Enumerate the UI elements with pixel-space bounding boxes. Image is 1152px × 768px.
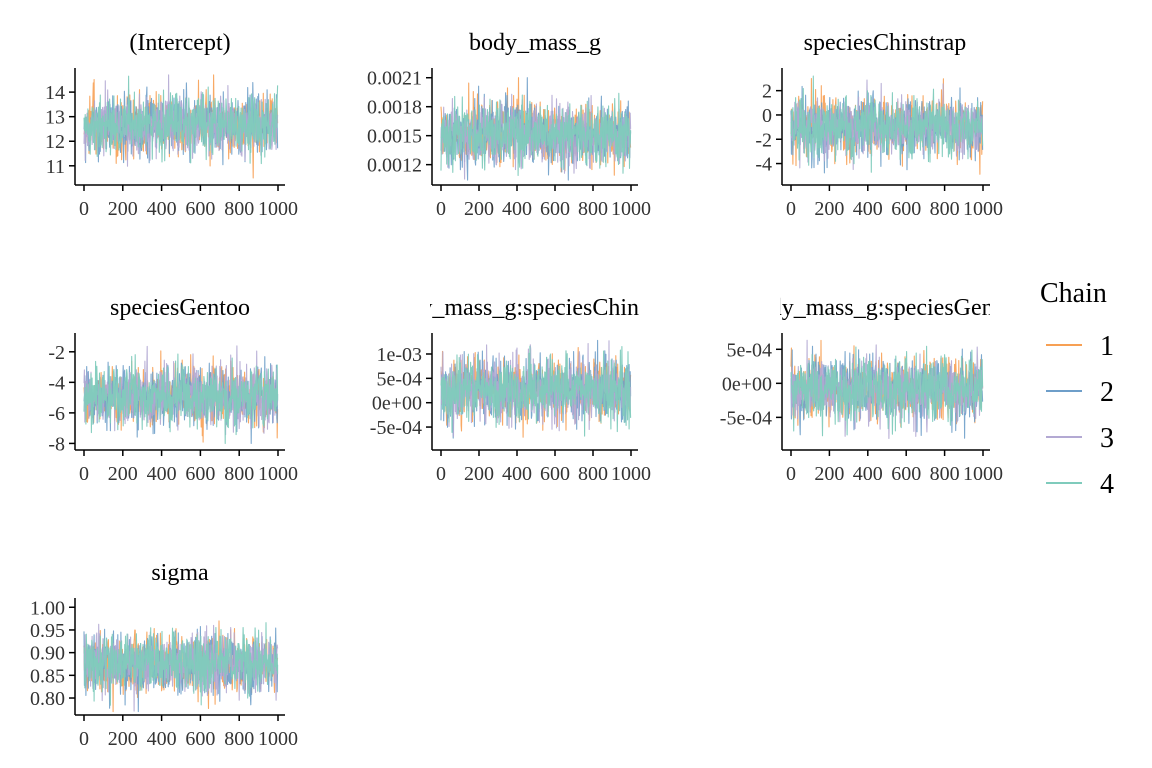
y-tick-label: -4 — [48, 372, 65, 394]
trace-chain-4 — [440, 345, 632, 437]
y-tick-label: 2 — [762, 81, 772, 103]
y-tick-label: 0.0018 — [367, 97, 422, 119]
trace-chain-4 — [83, 353, 279, 445]
y-tick-label: 0.95 — [30, 620, 65, 642]
y-tick-label: -6 — [48, 403, 65, 425]
panel-title: body_mass_g — [469, 30, 601, 56]
x-tick-label: 800 — [930, 463, 960, 485]
x-tick-label: 400 — [147, 463, 177, 485]
x-tick-label: 1000 — [258, 463, 298, 485]
x-tick-label: 600 — [891, 463, 921, 485]
x-tick-label: 800 — [578, 198, 608, 220]
y-tick-label: 0e+00 — [722, 373, 772, 395]
y-tick-label: 1.00 — [30, 597, 65, 619]
legend-label: 4 — [1100, 469, 1114, 500]
x-tick-label: 400 — [853, 463, 883, 485]
y-tick-label: 0.0012 — [367, 155, 422, 177]
panel-speciesgentoo: speciesGentoo -8 -6 -4 -2 0 200 400 600 800 1000 — [48, 295, 298, 485]
x-tick-label: 400 — [853, 198, 883, 220]
panel-title: speciesGentoo — [110, 295, 250, 321]
x-tick-label: 0 — [786, 463, 796, 485]
y-tick-label: 0.85 — [30, 665, 65, 687]
y-tick-label: 0.90 — [30, 643, 65, 665]
panel-title: sigma — [151, 560, 209, 586]
x-tick-label: 400 — [147, 728, 177, 750]
x-tick-label: 200 — [108, 198, 138, 220]
y-tick-label: 5e-04 — [726, 339, 772, 361]
x-tick-label: 1000 — [963, 463, 1003, 485]
y-tick-label: 0.0021 — [367, 68, 422, 90]
x-tick-label: 400 — [502, 463, 532, 485]
x-tick-label: 600 — [540, 463, 570, 485]
trace-chain-4 — [440, 92, 632, 177]
legend: Chain 1 2 3 4 — [1040, 278, 1114, 500]
x-tick-label: 0 — [79, 198, 89, 220]
y-tick-label: 1e-03 — [376, 344, 422, 366]
x-tick-label: 800 — [930, 198, 960, 220]
y-tick-label: -2 — [48, 342, 65, 364]
x-tick-label: 600 — [185, 463, 215, 485]
y-tick-label: 0 — [762, 105, 772, 127]
y-tick-label: -5e-04 — [720, 407, 772, 429]
x-tick-label: 200 — [814, 198, 844, 220]
x-tick-label: 1000 — [258, 728, 298, 750]
x-tick-label: 600 — [891, 198, 921, 220]
y-tick-label: -2 — [755, 129, 772, 151]
x-tick-label: 400 — [502, 198, 532, 220]
trace-chain-4 — [790, 75, 984, 173]
trace-chain-4 — [83, 75, 279, 165]
x-tick-label: 1000 — [258, 198, 298, 220]
x-tick-label: 600 — [185, 728, 215, 750]
x-tick-label: 0 — [786, 198, 796, 220]
y-tick-label: 0.80 — [30, 688, 65, 710]
x-tick-label: 0 — [436, 198, 446, 220]
y-tick-label: -5e-04 — [370, 417, 422, 439]
x-tick-label: 800 — [224, 463, 254, 485]
legend-title: Chain — [1040, 278, 1107, 309]
panel-title: body_mass_g:speciesChinstrap — [384, 295, 685, 321]
x-tick-label: 600 — [540, 198, 570, 220]
x-tick-label: 800 — [224, 728, 254, 750]
panel-title: body_mass_g:speciesGentoo — [746, 295, 1025, 321]
legend-label: 2 — [1100, 377, 1114, 408]
y-tick-label: 11 — [46, 156, 65, 178]
y-tick-label: 0.0015 — [367, 126, 422, 148]
panel-sigma: sigma 0.800.850.900.951.00 0 200 400 600 800 10… — [30, 560, 298, 750]
y-tick-label: -8 — [48, 433, 65, 455]
panel-body-mass-g-speciesgentoo: body_mass_g:speciesGentoo -5e-04 0e+00 5e-0… — [720, 295, 1025, 485]
y-tick-label: 14 — [45, 82, 65, 104]
legend-label: 3 — [1100, 423, 1114, 454]
x-tick-label: 200 — [108, 463, 138, 485]
x-tick-label: 600 — [185, 198, 215, 220]
legend-label: 1 — [1100, 331, 1114, 362]
x-tick-label: 1000 — [611, 463, 651, 485]
x-tick-label: 200 — [464, 198, 494, 220]
trace-chain-4 — [83, 622, 279, 706]
x-tick-label: 1000 — [611, 198, 651, 220]
x-tick-label: 0 — [436, 463, 446, 485]
trace-chain-4 — [790, 345, 984, 437]
x-tick-label: 0 — [79, 463, 89, 485]
x-tick-label: 800 — [578, 463, 608, 485]
x-tick-label: 1000 — [963, 198, 1003, 220]
y-tick-label: 5e-04 — [376, 368, 422, 390]
panel-title: speciesChinstrap — [804, 30, 967, 56]
x-tick-label: 800 — [224, 198, 254, 220]
y-tick-label: 13 — [45, 107, 65, 129]
panel-body-mass-g: body_mass_g 0.0012 0.0015 0.0018 0.0021 0 200 4… — [367, 30, 651, 220]
y-tick-label: -4 — [755, 154, 772, 176]
y-tick-label: 12 — [45, 131, 65, 153]
y-tick-label: 0e+00 — [372, 393, 422, 415]
x-tick-label: 200 — [464, 463, 494, 485]
panel-title: (Intercept) — [129, 30, 230, 56]
x-tick-label: 200 — [814, 463, 844, 485]
x-tick-label: 200 — [108, 728, 138, 750]
x-tick-label: 400 — [147, 198, 177, 220]
x-tick-label: 0 — [79, 728, 89, 750]
